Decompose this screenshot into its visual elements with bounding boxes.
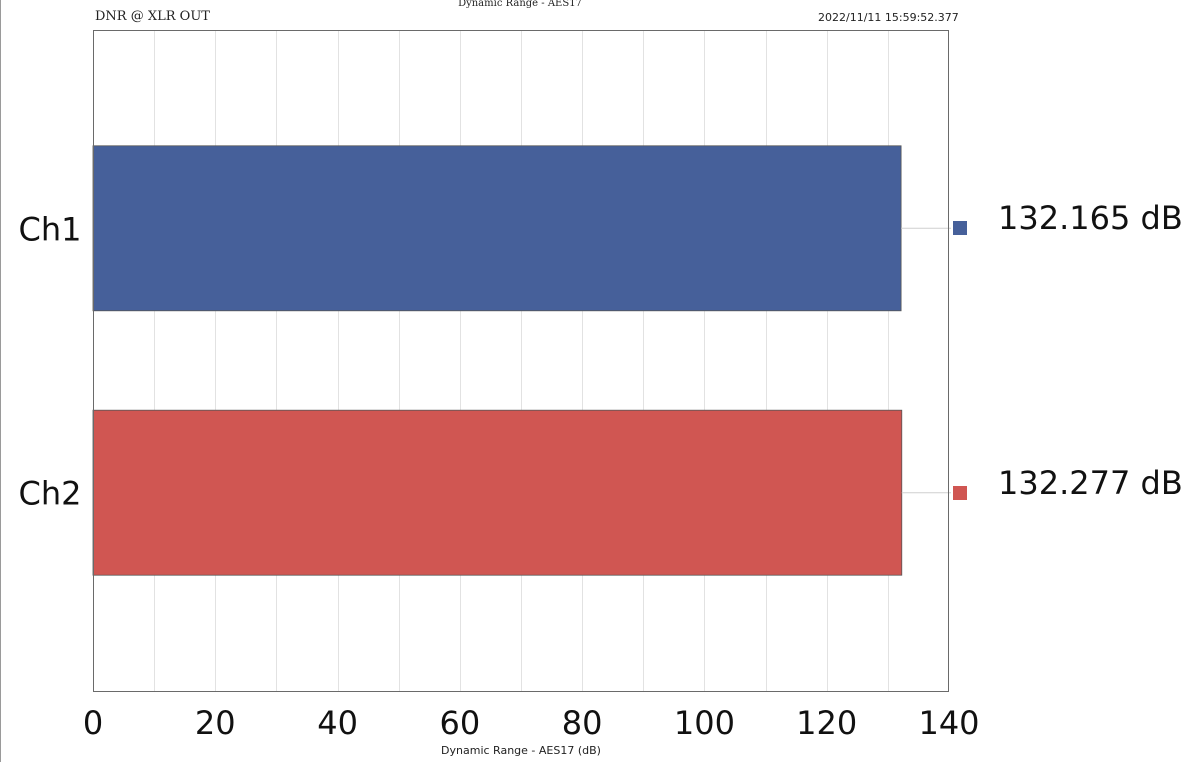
- x-tick-label: 80: [562, 704, 603, 742]
- chart-title: Dynamic Range - AES17: [458, 0, 582, 9]
- x-tick-label: 140: [918, 704, 979, 742]
- plot-border: [93, 30, 949, 692]
- bar-ch2: [92, 409, 903, 576]
- x-tick-label: 40: [317, 704, 358, 742]
- grid-lines: [154, 30, 889, 691]
- category-labels: Ch1 Ch2: [19, 210, 82, 512]
- x-tick-label: 20: [195, 704, 236, 742]
- legend-swatch: [953, 485, 967, 500]
- category-label-ch1: Ch1: [19, 210, 82, 248]
- x-tick-labels: 0 20 40 60 80 100 120 140: [83, 704, 980, 742]
- legend-connector-lines: [901, 227, 951, 494]
- bars: [92, 145, 903, 576]
- legend-value-label: 132.277 dB: [998, 463, 1183, 502]
- x-tick-label: 0: [83, 704, 103, 742]
- x-axis-label: Dynamic Range - AES17 (dB): [441, 744, 601, 757]
- x-tick-label: 100: [674, 704, 735, 742]
- bar-ch1: [92, 145, 902, 312]
- window-frame-line: [0, 0, 1, 762]
- legend-swatch: [953, 221, 967, 236]
- x-tick-label: 60: [439, 704, 480, 742]
- x-tick-label: 120: [796, 704, 857, 742]
- chart-subtitle: DNR @ XLR OUT: [95, 9, 210, 24]
- category-label-ch2: Ch2: [19, 475, 82, 513]
- timestamp: 2022/11/11 15:59:52.377: [818, 11, 959, 24]
- legend-value-label: 132.165 dB: [998, 199, 1183, 238]
